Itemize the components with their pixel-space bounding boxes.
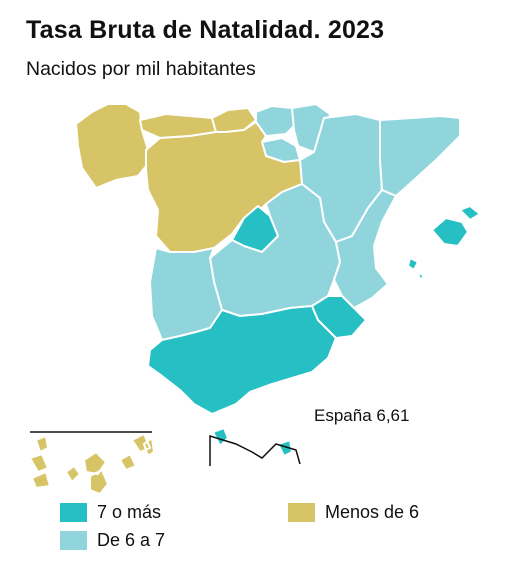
region-melilla	[277, 439, 293, 457]
region-baleares	[407, 205, 481, 281]
north-africa-coastline	[209, 434, 301, 466]
legend-item-low: Menos de 6	[288, 502, 419, 523]
map-subtitle: Nacidos por mil habitantes	[26, 58, 256, 80]
region-cataluna	[379, 115, 461, 197]
region-valenciana	[333, 189, 397, 309]
region-andalucia	[147, 305, 337, 415]
legend-swatch-low	[288, 503, 315, 522]
legend-label-mid: De 6 a 7	[97, 530, 166, 550]
national-rate-label: España 6,61	[314, 406, 410, 425]
legend-label-low: Menos de 6	[325, 502, 420, 522]
legend-item-mid: De 6 a 7	[60, 530, 165, 551]
region-murcia	[311, 295, 367, 339]
map-title: Tasa Bruta de Natalidad. 2023	[26, 16, 385, 44]
legend-swatch-mid	[60, 531, 87, 550]
region-canarias	[29, 433, 155, 495]
region-ceuta	[212, 427, 229, 447]
legend-item-high: 7 o más	[60, 502, 161, 523]
legend-swatch-high	[60, 503, 87, 522]
region-galicia	[75, 103, 149, 189]
legend-label-high: 7 o más	[97, 502, 162, 522]
